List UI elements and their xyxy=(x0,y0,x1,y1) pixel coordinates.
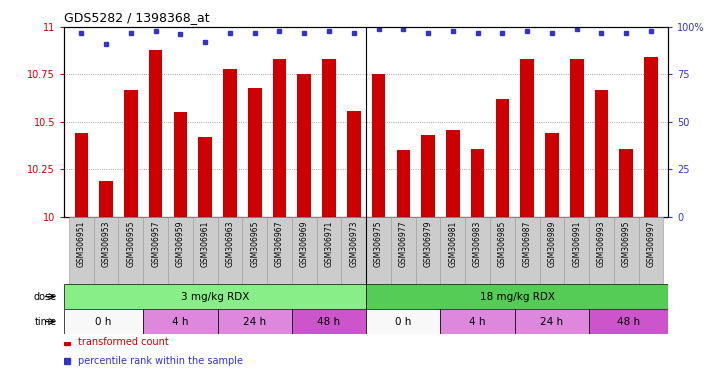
Bar xyxy=(366,309,441,334)
Bar xyxy=(441,217,465,284)
Text: GSM306975: GSM306975 xyxy=(374,220,383,267)
Bar xyxy=(316,217,341,284)
Bar xyxy=(124,89,138,217)
Bar xyxy=(297,74,311,217)
Bar xyxy=(441,309,515,334)
Bar xyxy=(149,50,162,217)
Bar xyxy=(490,217,515,284)
Bar xyxy=(397,151,410,217)
Bar xyxy=(242,217,267,284)
Text: GSM306951: GSM306951 xyxy=(77,220,86,267)
Bar xyxy=(341,217,366,284)
Text: GSM306977: GSM306977 xyxy=(399,220,408,267)
Bar xyxy=(416,217,441,284)
Text: GSM306991: GSM306991 xyxy=(572,220,581,267)
Bar xyxy=(391,217,416,284)
Bar xyxy=(223,69,237,217)
Text: GSM306979: GSM306979 xyxy=(424,220,432,267)
Bar xyxy=(594,89,609,217)
Text: GSM306969: GSM306969 xyxy=(300,220,309,267)
Text: GSM306967: GSM306967 xyxy=(275,220,284,267)
Bar xyxy=(619,149,633,217)
Bar xyxy=(570,59,584,217)
Text: 18 mg/kg RDX: 18 mg/kg RDX xyxy=(480,291,555,302)
Bar xyxy=(540,217,565,284)
Text: 4 h: 4 h xyxy=(172,316,188,327)
Bar xyxy=(446,129,460,217)
Bar xyxy=(193,217,218,284)
Text: 0 h: 0 h xyxy=(95,316,112,327)
Text: 48 h: 48 h xyxy=(617,316,641,327)
Text: GSM306985: GSM306985 xyxy=(498,220,507,267)
Bar xyxy=(100,181,113,217)
Text: 24 h: 24 h xyxy=(243,316,267,327)
Text: GSM306955: GSM306955 xyxy=(127,220,135,267)
Text: GSM306953: GSM306953 xyxy=(102,220,111,267)
Text: GSM306989: GSM306989 xyxy=(547,220,557,267)
Bar xyxy=(347,111,360,217)
Bar xyxy=(168,217,193,284)
Bar xyxy=(644,57,658,217)
Bar xyxy=(614,217,638,284)
Text: GSM306959: GSM306959 xyxy=(176,220,185,267)
Text: GSM306987: GSM306987 xyxy=(523,220,532,267)
Bar xyxy=(372,74,385,217)
Bar xyxy=(515,217,540,284)
Bar xyxy=(75,133,88,217)
Text: 0 h: 0 h xyxy=(395,316,412,327)
Bar xyxy=(143,309,218,334)
Bar xyxy=(496,99,509,217)
Text: GSM306961: GSM306961 xyxy=(201,220,210,267)
Bar xyxy=(173,113,187,217)
Text: percentile rank within the sample: percentile rank within the sample xyxy=(77,356,242,366)
Bar xyxy=(198,137,212,217)
Text: GDS5282 / 1398368_at: GDS5282 / 1398368_at xyxy=(64,11,210,24)
Bar xyxy=(638,217,663,284)
Text: 3 mg/kg RDX: 3 mg/kg RDX xyxy=(181,291,250,302)
Text: GSM306963: GSM306963 xyxy=(225,220,235,267)
Bar xyxy=(218,217,242,284)
Bar xyxy=(520,59,534,217)
Bar xyxy=(366,284,668,309)
Bar xyxy=(64,309,143,334)
Text: GSM306981: GSM306981 xyxy=(449,220,457,266)
Bar xyxy=(565,217,589,284)
Bar xyxy=(218,309,292,334)
Text: 48 h: 48 h xyxy=(317,316,341,327)
Bar xyxy=(119,217,143,284)
Bar xyxy=(292,309,366,334)
Bar xyxy=(69,217,94,284)
Bar xyxy=(94,217,119,284)
Bar xyxy=(545,133,559,217)
Text: 24 h: 24 h xyxy=(540,316,564,327)
Bar xyxy=(64,284,366,309)
Bar xyxy=(366,217,391,284)
Bar xyxy=(267,217,292,284)
Bar xyxy=(465,217,490,284)
Text: dose: dose xyxy=(33,291,57,302)
Text: GSM306983: GSM306983 xyxy=(473,220,482,267)
Text: 4 h: 4 h xyxy=(469,316,486,327)
Bar xyxy=(272,59,287,217)
Text: GSM306997: GSM306997 xyxy=(646,220,656,267)
Bar xyxy=(292,217,316,284)
Text: GSM306995: GSM306995 xyxy=(621,220,631,267)
Bar xyxy=(515,309,589,334)
Text: GSM306993: GSM306993 xyxy=(597,220,606,267)
Bar xyxy=(143,217,168,284)
Bar xyxy=(471,149,484,217)
Bar xyxy=(589,309,668,334)
Bar xyxy=(422,135,435,217)
Bar xyxy=(248,88,262,217)
Text: GSM306965: GSM306965 xyxy=(250,220,260,267)
Text: GSM306973: GSM306973 xyxy=(349,220,358,267)
Text: GSM306957: GSM306957 xyxy=(151,220,160,267)
Text: GSM306971: GSM306971 xyxy=(324,220,333,267)
Bar xyxy=(589,217,614,284)
Text: time: time xyxy=(35,316,57,327)
Text: transformed count: transformed count xyxy=(77,337,169,347)
Bar xyxy=(322,59,336,217)
